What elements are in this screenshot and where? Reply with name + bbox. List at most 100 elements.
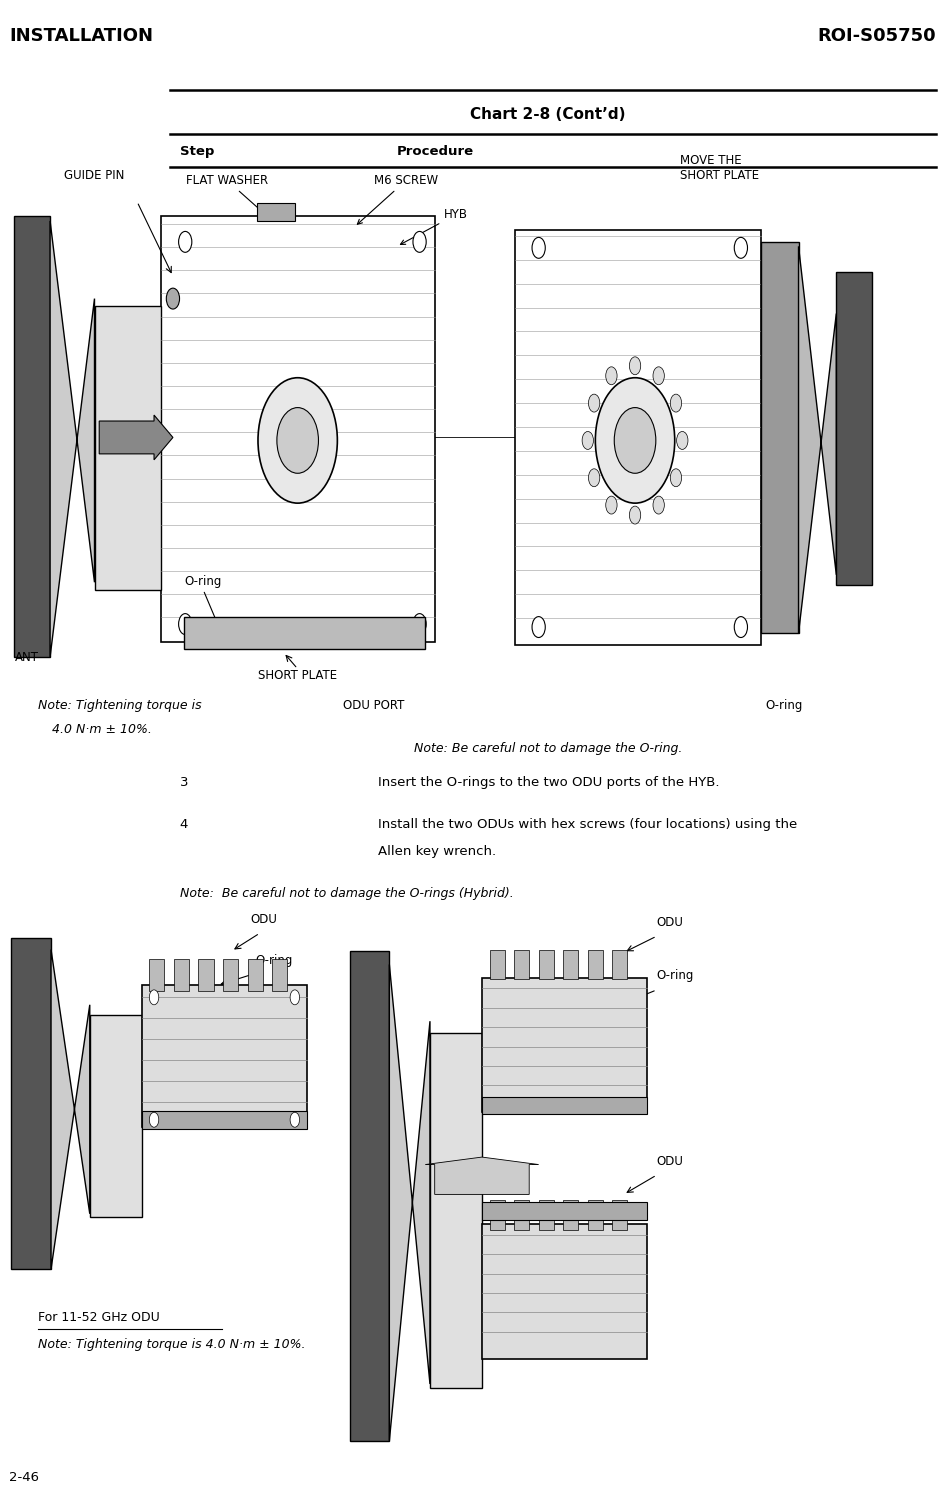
Bar [430,1033,481,1388]
Bar [481,1202,647,1220]
Circle shape [413,614,426,635]
Bar [538,950,553,979]
Circle shape [290,990,299,1005]
Text: FLAT WASHER: FLAT WASHER [186,173,273,221]
Text: M6 SCREW: M6 SCREW [357,173,438,224]
Bar [489,1200,504,1230]
Bar [835,272,871,585]
Circle shape [178,614,192,635]
Text: 4: 4 [179,818,188,832]
Bar [587,1200,602,1230]
Bar [489,950,504,979]
Bar [612,1200,627,1230]
Bar [538,1200,553,1230]
Bar [94,306,160,590]
Text: 4.0 N·m ± 10%.: 4.0 N·m ± 10%. [52,723,152,736]
Circle shape [178,231,192,252]
Bar [349,951,389,1441]
Text: 2-46: 2-46 [9,1471,40,1484]
Bar [14,216,50,657]
Bar [257,203,295,221]
Text: MOVE THE
SHORT PLATE: MOVE THE SHORT PLATE [680,154,759,182]
Circle shape [588,394,599,412]
Circle shape [582,431,593,449]
Text: 3: 3 [179,776,188,790]
Circle shape [733,237,747,258]
Circle shape [588,469,599,487]
Bar [563,950,578,979]
Bar [184,617,425,649]
Text: Allen key wrench.: Allen key wrench. [378,845,496,858]
Circle shape [614,408,655,473]
Text: For 11-52 GHz ODU: For 11-52 GHz ODU [38,1311,160,1324]
Bar [514,950,529,979]
FancyArrow shape [425,1157,538,1194]
Text: Procedure: Procedure [396,145,474,158]
Text: O-ring: O-ring [184,575,222,588]
Text: SHORT PLATE: SHORT PLATE [258,669,337,682]
Circle shape [258,378,337,503]
Text: HYB: HYB [400,208,467,245]
Circle shape [149,990,159,1005]
FancyArrow shape [99,415,173,460]
Text: GUIDE PIN: GUIDE PIN [64,169,125,182]
Bar [247,959,262,991]
Text: ANT: ANT [14,651,39,664]
Text: ODU: ODU [656,1154,683,1168]
Bar [174,959,189,991]
Text: ODU: ODU [656,915,683,929]
Circle shape [676,431,687,449]
Bar [142,1111,307,1129]
Text: ODU: ODU [250,912,277,926]
Text: INSTALLATION: INSTALLATION [9,27,153,45]
Text: Note: Tightening torque is: Note: Tightening torque is [38,699,201,712]
Circle shape [290,1112,299,1127]
Bar [160,216,434,642]
Bar [481,1097,647,1114]
Bar [563,1200,578,1230]
Circle shape [629,506,640,524]
Bar [90,1015,142,1217]
Text: Step: Step [179,145,213,158]
Circle shape [149,1112,159,1127]
Circle shape [669,469,681,487]
Bar [142,985,307,1127]
Polygon shape [50,221,94,657]
Polygon shape [389,964,430,1441]
Bar [223,959,238,991]
Text: Install the two ODUs with hex screws (four locations) using the: Install the two ODUs with hex screws (fo… [378,818,797,832]
Text: Note: Tightening torque is 4.0 N·m ± 10%.: Note: Tightening torque is 4.0 N·m ± 10%… [38,1338,305,1351]
Circle shape [629,357,640,375]
Circle shape [531,617,545,638]
Circle shape [605,367,616,385]
Text: ROI-S05750: ROI-S05750 [816,27,935,45]
Circle shape [652,496,664,514]
Bar [198,959,213,991]
Circle shape [605,496,616,514]
Circle shape [277,408,318,473]
Text: O-ring: O-ring [255,954,293,967]
Bar [612,950,627,979]
Text: Insert the O-rings to the two ODU ports of the HYB.: Insert the O-rings to the two ODU ports … [378,776,718,790]
Text: Note: Be careful not to damage the O-ring.: Note: Be careful not to damage the O-rin… [413,742,682,755]
Circle shape [413,231,426,252]
Polygon shape [798,246,835,633]
Bar [11,938,51,1269]
Bar [514,230,760,645]
Text: Note:  Be careful not to damage the O-rings (Hybrid).: Note: Be careful not to damage the O-rin… [179,887,513,900]
Circle shape [531,237,545,258]
Bar [481,978,647,1112]
Bar [760,242,798,633]
Text: Chart 2-8 (Cont’d): Chart 2-8 (Cont’d) [470,107,625,122]
Polygon shape [51,950,90,1269]
Circle shape [166,288,179,309]
Bar [514,1200,529,1230]
Text: ODU PORT: ODU PORT [343,699,403,712]
Bar [272,959,287,991]
Circle shape [733,617,747,638]
Text: O-ring: O-ring [656,969,694,982]
Circle shape [595,378,674,503]
Text: O-ring: O-ring [765,699,802,712]
Bar [481,1224,647,1359]
Bar [587,950,602,979]
